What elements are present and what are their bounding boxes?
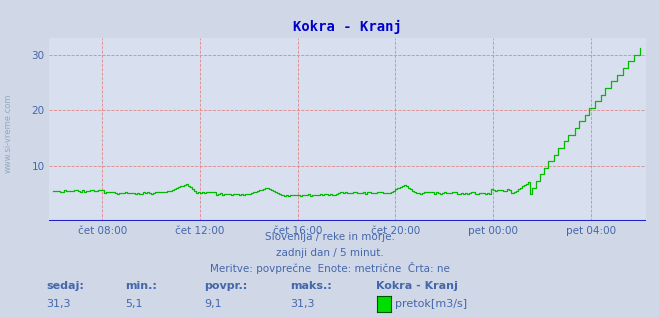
Text: maks.:: maks.: (290, 281, 331, 291)
Title: Kokra - Kranj: Kokra - Kranj (293, 20, 402, 34)
Text: pretok[m3/s]: pretok[m3/s] (395, 299, 467, 309)
Text: min.:: min.: (125, 281, 157, 291)
Text: povpr.:: povpr.: (204, 281, 248, 291)
Text: sedaj:: sedaj: (46, 281, 84, 291)
Text: zadnji dan / 5 minut.: zadnji dan / 5 minut. (275, 248, 384, 258)
Text: Meritve: povprečne  Enote: metrične  Črta: ne: Meritve: povprečne Enote: metrične Črta:… (210, 262, 449, 274)
Text: Kokra - Kranj: Kokra - Kranj (376, 281, 457, 291)
Text: 5,1: 5,1 (125, 299, 143, 309)
Text: Slovenija / reke in morje.: Slovenija / reke in morje. (264, 232, 395, 242)
Text: 9,1: 9,1 (204, 299, 222, 309)
Text: 31,3: 31,3 (290, 299, 314, 309)
Text: www.si-vreme.com: www.si-vreme.com (4, 94, 13, 173)
Text: 31,3: 31,3 (46, 299, 71, 309)
